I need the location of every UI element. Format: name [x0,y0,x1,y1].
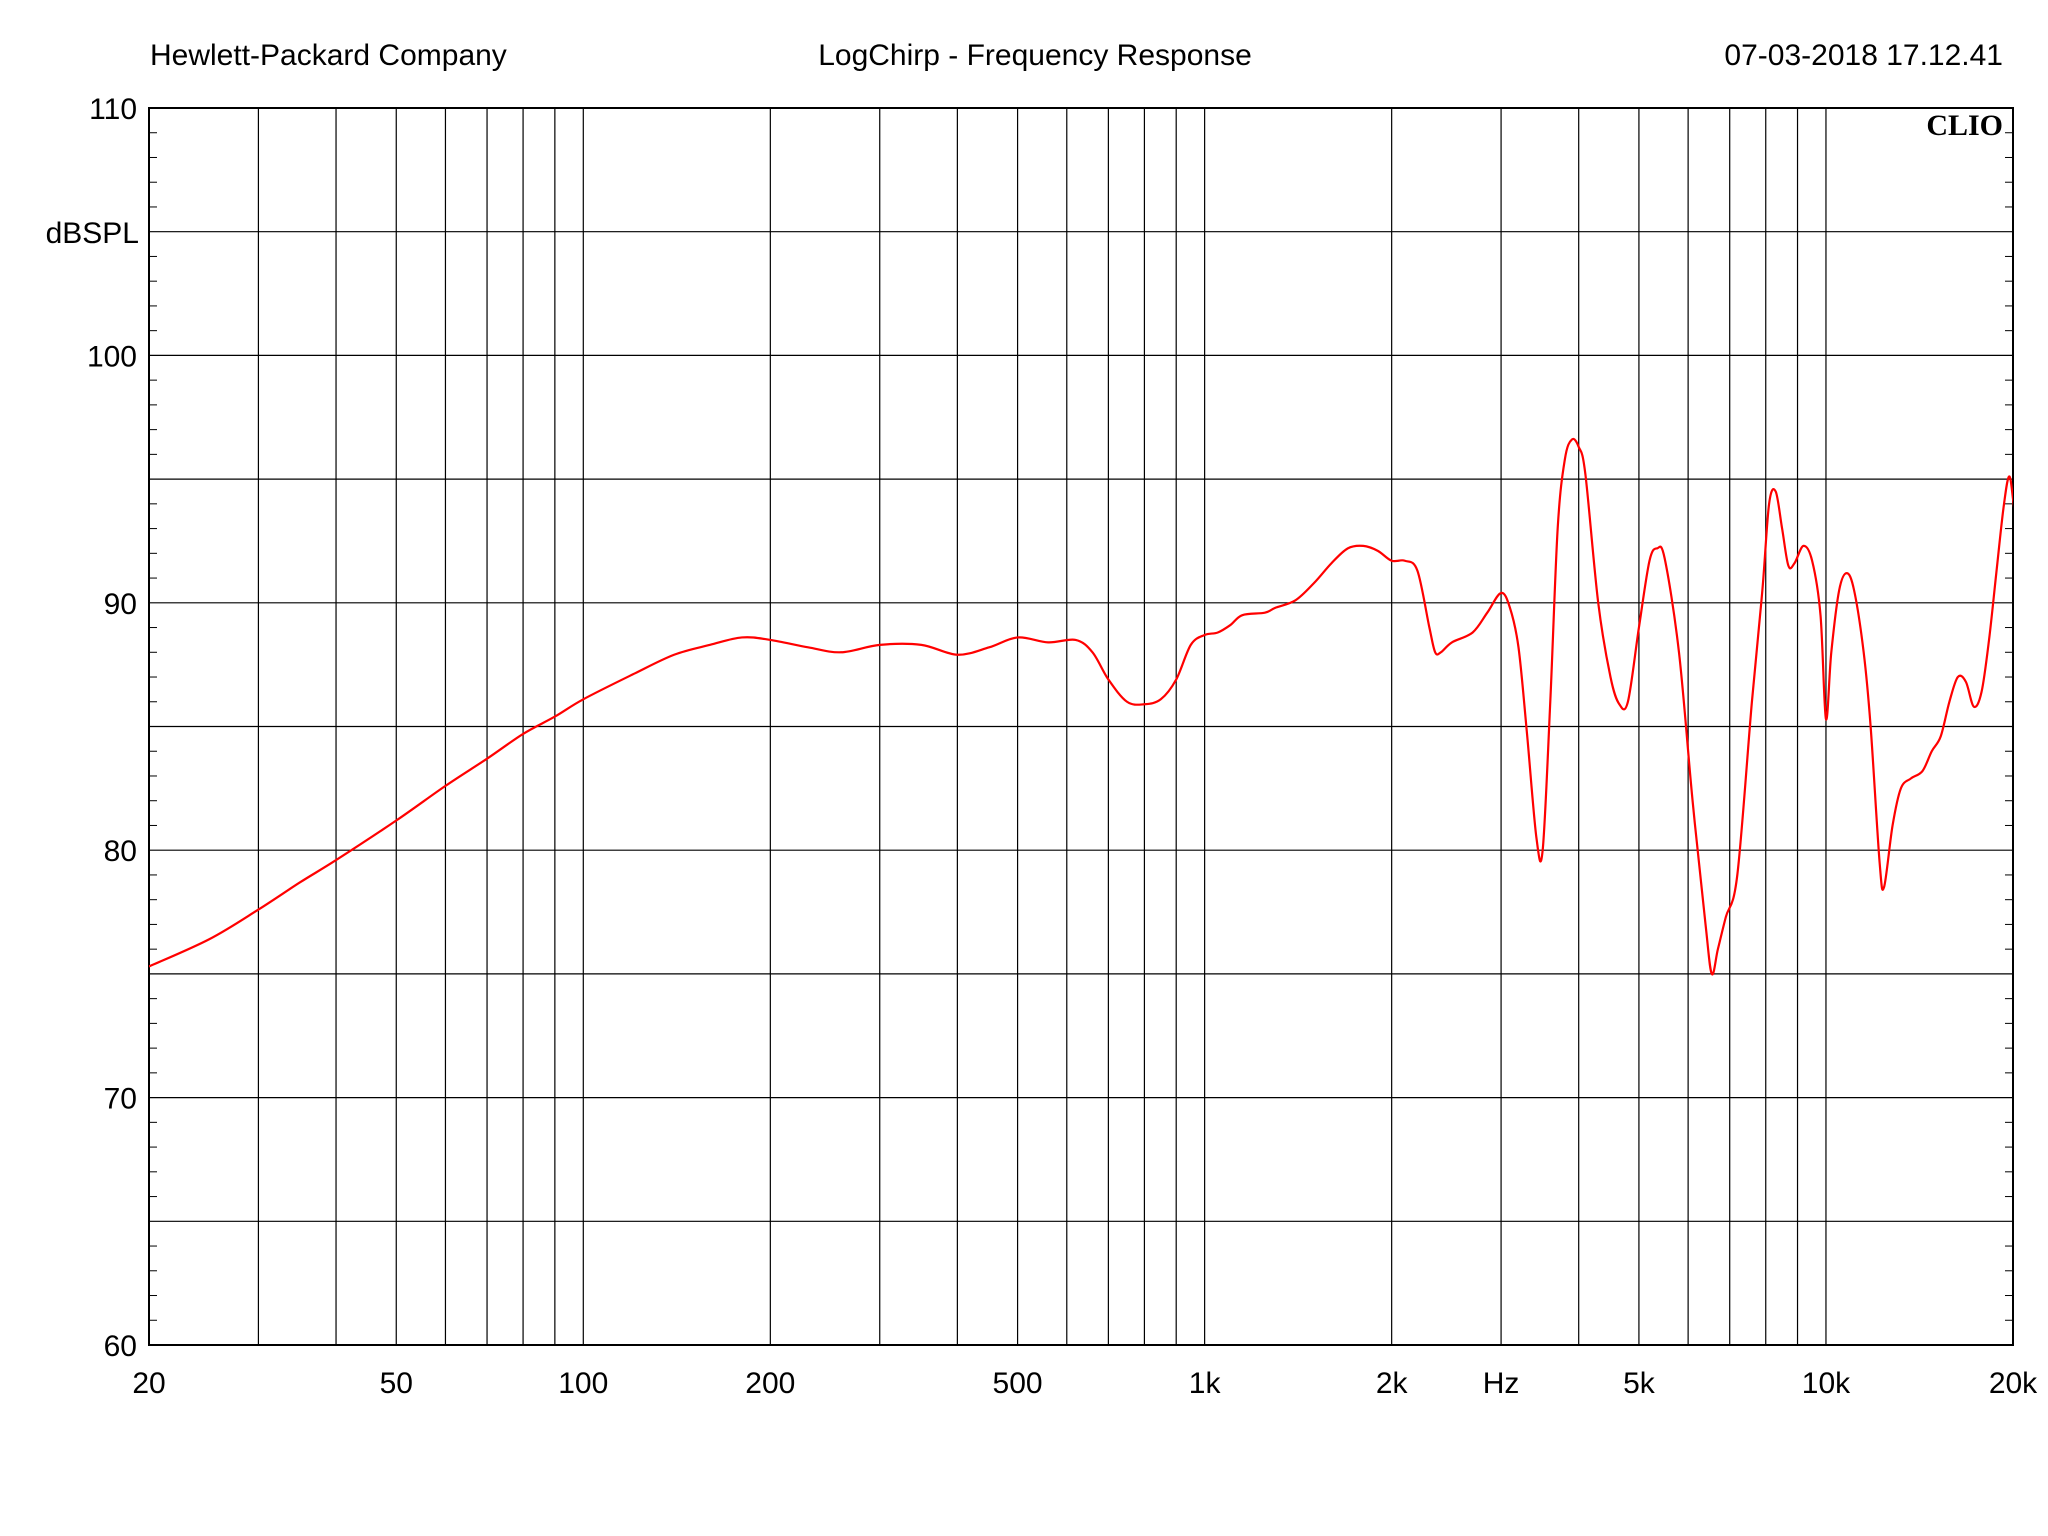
x-tick-label: 1k [1189,1367,1222,1400]
x-tick-label: 5k [1623,1367,1656,1400]
y-tick-labels: 110 100 90 80 70 60 [87,93,137,1363]
x-tick-label: 500 [993,1367,1043,1400]
y-minor-ticks [149,132,2013,1321]
x-tick-labels: 20 50 100 200 500 1k 2k 5k 10k 20k Hz [132,1367,2038,1400]
x-tick-label: 20k [1989,1367,2038,1400]
header-timestamp: 07-03-2018 17.12.41 [1724,39,2003,72]
x-axis-label: Hz [1483,1367,1520,1400]
x-tick-label: 2k [1376,1367,1409,1400]
y-tick-label: 90 [104,588,137,621]
x-tick-label: 50 [380,1367,413,1400]
clio-logo: CLIO [1926,109,2003,142]
frequency-response-curve [149,437,2013,976]
plot-frame [148,107,2014,1346]
y-tick-label: 100 [87,340,137,373]
x-tick-label: 10k [1802,1367,1851,1400]
x-tick-label: 200 [745,1367,795,1400]
header-company: Hewlett-Packard Company [150,39,507,72]
series-curves [149,437,2013,976]
x-tick-label: 20 [132,1367,165,1400]
y-tick-label: 70 [104,1083,137,1116]
y-tick-label: 80 [104,835,137,868]
x-tick-label: 100 [558,1367,608,1400]
header-title: LogChirp - Frequency Response [818,39,1252,72]
y-tick-label: 110 [89,93,137,126]
plot-grid [149,108,2013,1345]
y-axis-label: dBSPL [46,217,139,250]
y-tick-label: 60 [104,1330,137,1363]
